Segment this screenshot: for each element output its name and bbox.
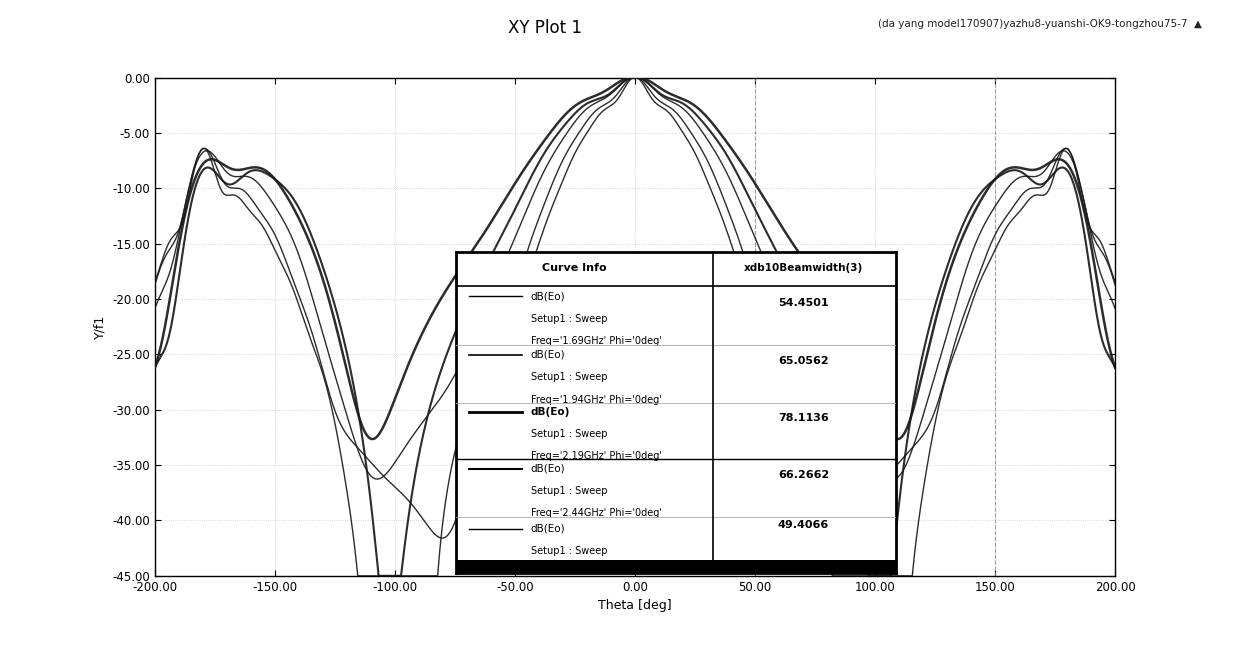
Bar	[456, 560, 896, 573]
Text: Freq='2.44GHz' Phi='0deg': Freq='2.44GHz' Phi='0deg'	[530, 509, 662, 518]
Text: 78.1136: 78.1136	[778, 413, 829, 423]
Text: 65.0562: 65.0562	[778, 356, 829, 366]
Text: Setup1 : Sweep: Setup1 : Sweep	[530, 429, 607, 439]
Text: (da yang model170907)yazhu8-yuanshi-OK9-tongzhou75-7  ▲: (da yang model170907)yazhu8-yuanshi-OK9-…	[877, 19, 1202, 29]
Text: dB(Eo): dB(Eo)	[530, 350, 565, 360]
Text: dB(Eo): dB(Eo)	[530, 407, 570, 417]
X-axis label: Theta [deg]: Theta [deg]	[598, 599, 672, 612]
Text: xdb10Beamwidth(3): xdb10Beamwidth(3)	[743, 263, 864, 273]
Text: dB(Eo): dB(Eo)	[530, 523, 565, 534]
Text: 54.4501: 54.4501	[778, 298, 829, 308]
Text: Freq='1.69GHz' Phi='0deg': Freq='1.69GHz' Phi='0deg'	[530, 336, 662, 346]
Text: dB(Eo): dB(Eo)	[530, 463, 565, 474]
Text: Setup1 : Sweep: Setup1 : Sweep	[530, 546, 607, 556]
Text: Setup1 : Sweep: Setup1 : Sweep	[530, 314, 607, 324]
Text: Setup1 : Sweep: Setup1 : Sweep	[530, 372, 607, 382]
Text: Freq='1.94GHz' Phi='0deg': Freq='1.94GHz' Phi='0deg'	[530, 395, 662, 404]
Text: 66.2662: 66.2662	[778, 470, 829, 480]
Text: XY Plot 1: XY Plot 1	[508, 19, 582, 38]
Text: 49.4066: 49.4066	[778, 520, 829, 531]
Y-axis label: Y/f1: Y/f1	[94, 314, 107, 339]
Text: Curve Info: Curve Info	[543, 263, 607, 273]
Text: dB(Eo): dB(Eo)	[530, 291, 565, 302]
Text: Freq='2.19GHz' Phi='0deg': Freq='2.19GHz' Phi='0deg'	[530, 452, 662, 461]
Text: Setup1 : Sweep: Setup1 : Sweep	[530, 486, 607, 496]
